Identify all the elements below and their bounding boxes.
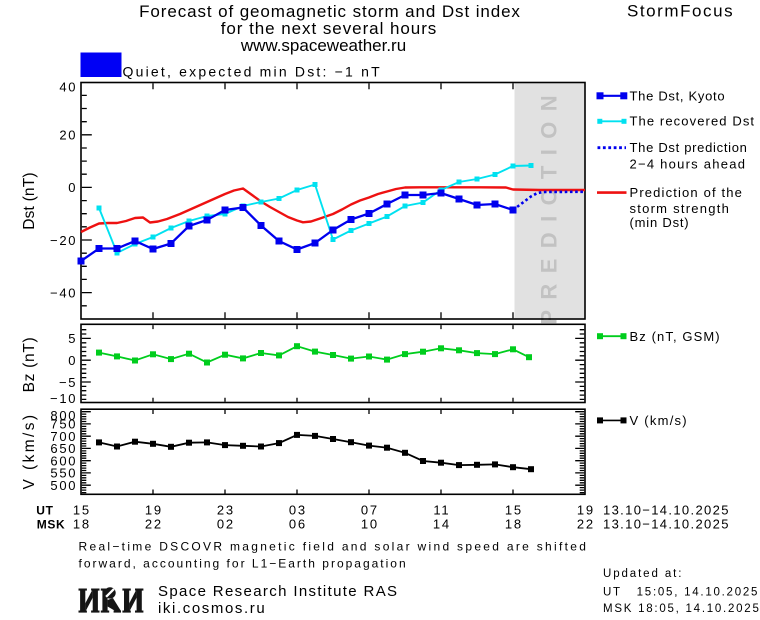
- svg-text:−5: −5: [59, 375, 77, 390]
- svg-text:Updated at:: Updated at:: [603, 568, 683, 580]
- svg-text:5: 5: [68, 331, 77, 346]
- svg-text:15: 15: [73, 503, 91, 518]
- svg-text:Dst (nT): Dst (nT): [21, 172, 38, 230]
- svg-text:MSK 18:05, 14.10.2025: MSK 18:05, 14.10.2025: [603, 603, 760, 615]
- svg-text:2−4 hours ahead: 2−4 hours ahead: [630, 156, 747, 171]
- svg-text:13.10−14.10.2025: 13.10−14.10.2025: [603, 516, 730, 531]
- svg-text:Bz (nT, GSM): Bz (nT, GSM): [630, 329, 721, 344]
- svg-text:PREDICTION: PREDICTION: [537, 85, 562, 325]
- svg-text:650: 650: [50, 441, 77, 456]
- svg-text:iki.cosmos.ru: iki.cosmos.ru: [158, 600, 266, 617]
- svg-text:0: 0: [68, 180, 77, 195]
- svg-text:19: 19: [145, 503, 163, 518]
- svg-text:Forecast of geomagnetic storm: Forecast of geomagnetic storm and Dst in…: [139, 2, 521, 21]
- svg-text:UT 15:05, 14.10.2025: UT 15:05, 14.10.2025: [603, 587, 759, 599]
- svg-text:MSK: MSK: [37, 517, 65, 531]
- svg-text:0: 0: [68, 353, 77, 368]
- svg-text:−20: −20: [50, 233, 77, 248]
- svg-text:18: 18: [505, 516, 523, 531]
- svg-text:11: 11: [433, 503, 450, 518]
- svg-text:Space Research Institute RAS: Space Research Institute RAS: [158, 583, 398, 600]
- svg-text:06: 06: [289, 516, 307, 531]
- svg-text:750: 750: [50, 417, 77, 432]
- svg-text:Real−time DSCOVR magnetic fiel: Real−time DSCOVR magnetic field and sola…: [79, 540, 589, 554]
- svg-text:www.spaceweather.ru: www.spaceweather.ru: [240, 36, 406, 55]
- svg-text:500: 500: [50, 478, 77, 493]
- svg-text:−10: −10: [50, 391, 77, 406]
- svg-text:22: 22: [577, 516, 595, 531]
- svg-text:40: 40: [59, 80, 77, 95]
- svg-text:The Dst, Kyoto: The Dst, Kyoto: [630, 88, 726, 103]
- svg-text:07: 07: [361, 503, 379, 518]
- svg-text:14: 14: [433, 516, 451, 531]
- svg-text:−40: −40: [50, 285, 77, 300]
- svg-text:700: 700: [50, 429, 77, 444]
- svg-text:UT: UT: [36, 503, 53, 517]
- svg-text:18: 18: [73, 516, 91, 531]
- svg-text:15: 15: [505, 503, 523, 518]
- svg-text:22: 22: [145, 516, 163, 531]
- svg-text:19: 19: [577, 503, 595, 518]
- svg-text:V (km/s): V (km/s): [630, 413, 688, 428]
- svg-text:10: 10: [361, 516, 379, 531]
- svg-text:13.10−14.10.2025: 13.10−14.10.2025: [603, 502, 730, 517]
- svg-text:V (km/s): V (km/s): [21, 413, 38, 490]
- svg-text:StormFocus: StormFocus: [627, 2, 734, 21]
- svg-text:03: 03: [289, 503, 307, 518]
- svg-text:forward, accounting for L1−Ear: forward, accounting for L1−Earth propaga…: [79, 557, 408, 571]
- svg-text:800: 800: [50, 408, 77, 423]
- svg-text:for the next several hours: for the next several hours: [221, 19, 438, 38]
- svg-text:The Dst prediction: The Dst prediction: [630, 140, 748, 155]
- svg-text:23: 23: [217, 503, 235, 518]
- svg-text:Quiet, expected min Dst: −1 nT: Quiet, expected min Dst: −1 nT: [123, 64, 382, 80]
- svg-text:600: 600: [50, 453, 77, 468]
- svg-text:storm strength: storm strength: [630, 201, 731, 216]
- svg-text:(min Dst): (min Dst): [630, 215, 690, 230]
- svg-text:The recovered Dst: The recovered Dst: [630, 114, 756, 129]
- svg-text:20: 20: [59, 128, 77, 143]
- svg-text:Prediction of the: Prediction of the: [630, 185, 744, 200]
- svg-text:550: 550: [50, 466, 77, 481]
- svg-text:02: 02: [217, 516, 235, 531]
- svg-text:Bz (nT): Bz (nT): [21, 337, 38, 393]
